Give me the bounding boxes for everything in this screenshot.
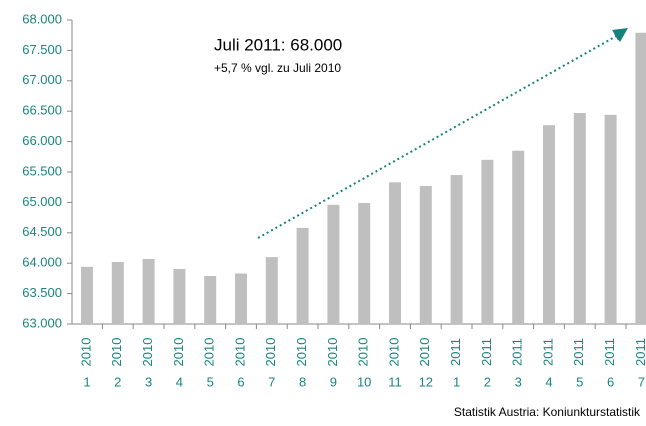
bar (389, 182, 401, 324)
annotation-title: Juli 2011: 68.000 (214, 35, 342, 54)
x-year-label: 2011 (633, 338, 646, 366)
bar (81, 266, 93, 324)
y-tick-label: 64.500 (22, 224, 62, 239)
bar (235, 273, 247, 324)
x-year-label: 2010 (325, 338, 340, 367)
x-year-label: 2011 (510, 338, 525, 366)
x-month-label: 2 (484, 374, 491, 389)
x-year-label: 2010 (294, 338, 309, 367)
x-year-label: 2010 (109, 338, 124, 367)
y-tick-label: 64.000 (22, 255, 62, 270)
bar (173, 268, 186, 324)
x-year-label: 2010 (202, 338, 217, 367)
y-tick-label: 65.500 (22, 163, 62, 178)
x-month-label: 7 (638, 374, 645, 389)
y-tick-label: 66.000 (22, 133, 62, 148)
bar (543, 125, 555, 325)
x-year-label: 2010 (232, 338, 247, 367)
x-month-label: 11 (388, 374, 402, 389)
x-month-label: 6 (237, 374, 244, 389)
y-tick-label: 68.000 (22, 11, 62, 26)
bar (358, 203, 371, 324)
x-month-label: 7 (268, 374, 275, 389)
source: Statistik Austria: Koniunkturstatistik (454, 405, 641, 419)
y-tick-label: 66.500 (22, 103, 62, 118)
bar (265, 257, 278, 324)
x-year-label: 2010 (417, 338, 432, 367)
x-month-label: 12 (419, 374, 433, 389)
bar (573, 113, 586, 324)
bar (604, 114, 617, 325)
y-tick-label: 67.500 (22, 42, 62, 57)
x-year-label: 2010 (356, 338, 371, 367)
y-tick-label: 67.000 (22, 72, 62, 87)
bar (142, 258, 155, 324)
x-month-label: 4 (545, 374, 552, 389)
bar (204, 275, 217, 324)
x-month-label: 4 (176, 374, 183, 389)
x-month-label: 3 (515, 374, 522, 389)
bar (635, 32, 646, 324)
x-year-label: 2010 (140, 338, 155, 367)
x-year-label: 2010 (386, 338, 401, 367)
x-year-label: 2011 (571, 338, 586, 366)
bar (296, 227, 309, 324)
bar (512, 150, 525, 324)
arrow-head (612, 28, 628, 42)
y-tick-label: 63.500 (22, 285, 62, 300)
x-year-label: 2010 (263, 338, 278, 367)
y-tick-label: 65.000 (22, 194, 62, 209)
x-year-label: 2010 (171, 338, 186, 367)
x-year-label: 2011 (448, 338, 463, 366)
x-month-label: 5 (576, 374, 583, 389)
x-year-label: 2011 (540, 338, 555, 366)
bar (450, 175, 463, 324)
x-month-label: 8 (299, 374, 306, 389)
x-month-label: 3 (145, 374, 152, 389)
bar (111, 261, 124, 324)
x-month-label: 6 (607, 374, 614, 389)
x-month-label: 9 (330, 374, 337, 389)
trend-arrow (257, 31, 625, 239)
y-tick-label: 63.000 (22, 315, 62, 330)
bar (481, 159, 494, 324)
annotation-subtitle: +5,7 % vgl. zu Juli 2010 (214, 61, 341, 75)
bar (419, 185, 432, 324)
x-month-label: 10 (357, 374, 371, 389)
x-year-label: 2010 (78, 338, 93, 367)
x-year-label: 2011 (479, 338, 494, 366)
bar (327, 204, 340, 324)
x-month-label: 1 (83, 374, 90, 389)
x-month-label: 1 (453, 374, 460, 389)
x-month-label: 5 (207, 374, 214, 389)
x-month-label: 2 (114, 374, 121, 389)
x-year-label: 2011 (602, 338, 617, 366)
